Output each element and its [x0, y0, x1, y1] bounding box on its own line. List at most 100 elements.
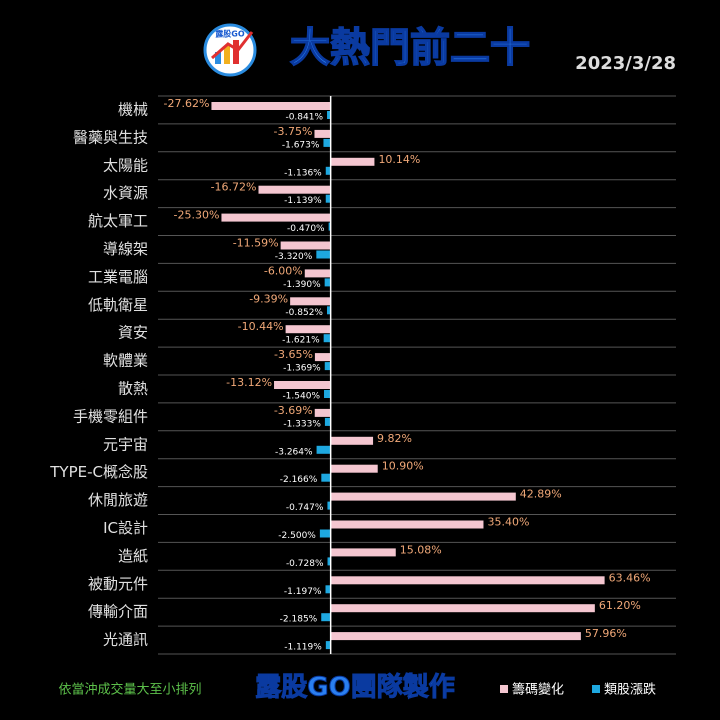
category-label: 低軌衛星: [88, 296, 148, 314]
value-label: 61.20%: [599, 599, 641, 612]
bar: [327, 501, 331, 510]
bar: [319, 529, 331, 538]
bar: [330, 576, 605, 585]
legend-label: 籌碼變化: [512, 682, 564, 698]
bar: [325, 585, 331, 594]
bar: [330, 464, 378, 473]
bar: [328, 222, 331, 231]
chart-title: 大熱門前二十: [290, 25, 530, 71]
value-label: -1.136%: [284, 168, 322, 178]
bar: [325, 641, 331, 650]
category-label: 被動元件: [88, 575, 148, 593]
category-label: TYPE-C概念股: [49, 463, 148, 481]
value-label: -1.621%: [282, 336, 320, 346]
value-label: -6.00%: [264, 264, 303, 277]
bar: [324, 278, 331, 287]
bar: [325, 166, 331, 175]
bar: [324, 362, 331, 371]
value-label: 63.46%: [609, 571, 651, 584]
value-label: -1.139%: [284, 196, 322, 206]
bar: [323, 334, 331, 343]
bar: [211, 102, 331, 110]
category-label: 手機零組件: [73, 407, 148, 425]
bar: [324, 390, 331, 398]
value-label: -3.264%: [275, 447, 313, 457]
category-label: 元宇宙: [103, 435, 148, 453]
bar: [327, 111, 331, 119]
value-label: -11.59%: [233, 237, 279, 250]
bar: [221, 213, 331, 222]
legend-swatch: [592, 685, 600, 693]
category-label: 機械: [118, 100, 148, 118]
bar: [316, 445, 331, 454]
bar: [330, 492, 516, 501]
category-label: 太陽能: [103, 156, 148, 174]
bar: [316, 250, 331, 259]
date: 2023/3/28: [575, 53, 676, 74]
bar: [285, 325, 331, 334]
value-label: -2.185%: [280, 615, 318, 625]
value-label: -0.470%: [287, 224, 325, 234]
bar: [321, 613, 331, 622]
bar: [330, 632, 581, 641]
value-label: -9.39%: [249, 292, 288, 305]
bar: [326, 306, 331, 315]
bar: [330, 520, 484, 529]
value-label: -3.75%: [274, 125, 313, 138]
value-label: 10.90%: [382, 460, 424, 473]
category-label: 航太軍工: [88, 212, 148, 230]
value-label: -10.44%: [238, 320, 284, 333]
value-label: -2.500%: [278, 531, 316, 541]
category-label: 資安: [118, 324, 148, 342]
category-label: 水資源: [103, 184, 148, 202]
bar: [330, 436, 374, 445]
category-label: 傳輸介面: [88, 603, 148, 621]
value-label: -0.841%: [285, 113, 323, 123]
credit: 露股GO團隊製作: [255, 673, 454, 703]
category-label: 光通訊: [103, 631, 148, 649]
value-label: -3.69%: [274, 404, 313, 417]
category-label: 休閒旅遊: [88, 491, 148, 509]
value-label: 10.14%: [378, 153, 420, 166]
bar: [323, 138, 331, 147]
value-label: -2.166%: [280, 475, 318, 485]
value-label: 42.89%: [520, 488, 562, 501]
value-label: -16.72%: [211, 181, 257, 194]
value-label: 15.08%: [400, 543, 442, 556]
value-label: -0.728%: [286, 559, 324, 569]
bar: [258, 185, 331, 194]
value-label: -0.747%: [286, 503, 324, 513]
bar: [330, 157, 375, 166]
bar: [330, 548, 396, 557]
value-label: 9.82%: [377, 432, 412, 445]
category-label: 導線架: [103, 240, 148, 258]
legend-label: 類股漲跌: [604, 682, 656, 698]
category-label: 造紙: [118, 547, 148, 565]
value-label: 35.40%: [487, 516, 529, 529]
bar: [274, 381, 331, 389]
value-label: 57.96%: [585, 627, 627, 640]
bar: [324, 417, 331, 426]
category-label: 散熱: [118, 379, 148, 397]
value-label: -1.673%: [282, 140, 320, 150]
value-label: -1.119%: [284, 643, 322, 653]
category-label: 軟體業: [103, 352, 148, 370]
bar: [327, 557, 331, 566]
bar: [290, 297, 331, 306]
bar: [314, 129, 331, 138]
value-label: -1.540%: [282, 392, 320, 402]
value-label: -1.197%: [284, 587, 322, 597]
bar: [280, 241, 331, 250]
bar: [314, 353, 331, 362]
bar: [325, 194, 331, 203]
value-label: -3.65%: [274, 348, 313, 361]
bar: [321, 473, 331, 482]
value-label: -27.62%: [164, 97, 210, 110]
legend-swatch: [500, 685, 508, 693]
value-label: -0.852%: [285, 308, 323, 318]
value-label: -25.30%: [174, 209, 220, 222]
bar: [330, 604, 595, 613]
value-label: -1.390%: [283, 280, 321, 290]
value-label: -3.320%: [275, 252, 313, 262]
